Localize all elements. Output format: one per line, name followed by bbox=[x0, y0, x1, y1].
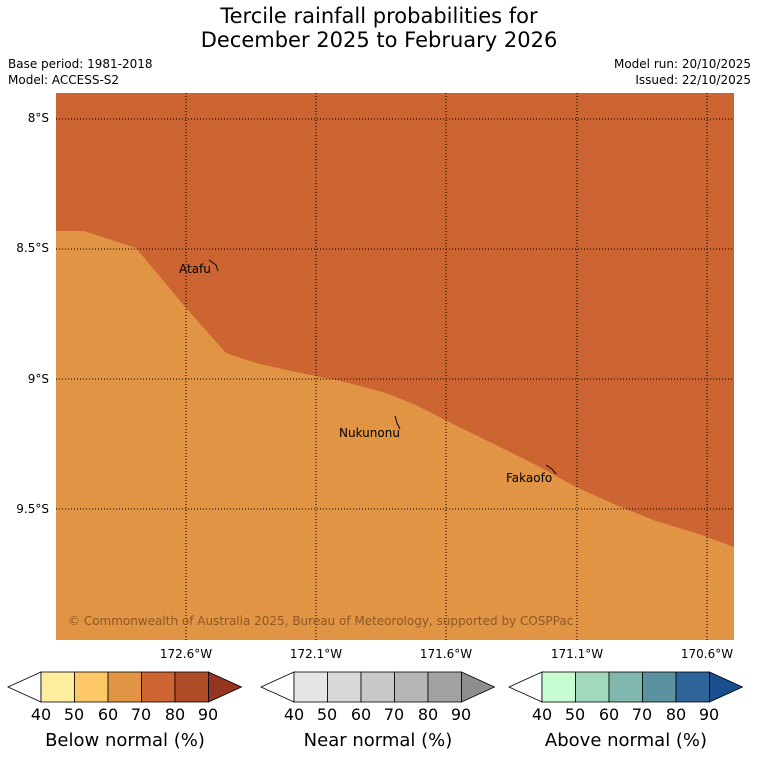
copyright-notice: © Commonwealth of Australia 2025, Bureau… bbox=[68, 614, 574, 628]
colorbar-segment bbox=[427, 671, 462, 703]
model-run: Model run: 20/10/2025 bbox=[613, 57, 751, 71]
cb-near-tick-90: 90 bbox=[450, 705, 472, 724]
nukunonu-outline bbox=[394, 415, 401, 430]
colorbar-segment bbox=[40, 671, 75, 703]
cb-below-tick-80: 80 bbox=[164, 705, 186, 724]
map-title: Tercile rainfall probabilities for Decem… bbox=[0, 4, 758, 52]
colorbar-segment bbox=[107, 671, 142, 703]
cb-near-tick-60: 60 bbox=[350, 705, 372, 724]
colorbar-extend-min bbox=[260, 671, 295, 703]
colorbar-above-normal bbox=[508, 671, 744, 703]
colorbar-segment bbox=[327, 671, 362, 703]
atafu-outline bbox=[208, 259, 219, 272]
colorbars-svg bbox=[7, 671, 744, 703]
cb-above-tick-40: 40 bbox=[531, 705, 553, 724]
colorbar-segment bbox=[541, 671, 576, 703]
meta-left: Base period: 1981-2018 Model: ACCESS-S2 bbox=[8, 56, 153, 88]
title-line-2: December 2025 to February 2026 bbox=[200, 28, 558, 52]
colorbar-segment bbox=[360, 671, 395, 703]
lon-label-172-1w: 172.1°W bbox=[289, 647, 343, 661]
colorbar-extend-min bbox=[508, 671, 543, 703]
colorbar-segment bbox=[141, 671, 176, 703]
cb-below-tick-70: 70 bbox=[130, 705, 152, 724]
place-fakaofo: Fakaofo bbox=[506, 471, 553, 485]
gridlines bbox=[56, 93, 734, 640]
region-below-60-70 bbox=[56, 231, 734, 640]
cb-above-tick-60: 60 bbox=[598, 705, 620, 724]
base-period: Base period: 1981-2018 bbox=[8, 57, 153, 71]
lat-label-9-5s: 9.5°S bbox=[16, 502, 49, 516]
cb-below-tick-60: 60 bbox=[97, 705, 119, 724]
issued-date: Issued: 22/10/2025 bbox=[635, 73, 751, 87]
colorbar-extend-max bbox=[208, 671, 243, 703]
cb-above-tick-90: 90 bbox=[698, 705, 720, 724]
model-name: Model: ACCESS-S2 bbox=[8, 73, 120, 87]
cb-below-title: Below normal (%) bbox=[45, 730, 205, 751]
lat-label-8-5s: 8.5°S bbox=[16, 241, 49, 255]
colorbar-segment bbox=[608, 671, 643, 703]
cb-below-tick-40: 40 bbox=[30, 705, 52, 724]
lon-label-171-6w: 171.6°W bbox=[419, 647, 473, 661]
title-line-1: Tercile rainfall probabilities for bbox=[220, 4, 538, 28]
colorbar-below-normal bbox=[7, 671, 243, 703]
meta-right: Model run: 20/10/2025 Issued: 22/10/2025 bbox=[614, 56, 751, 88]
cb-below-tick-90: 90 bbox=[197, 705, 219, 724]
lon-label-170-6w: 170.6°W bbox=[680, 647, 734, 661]
cb-near-tick-70: 70 bbox=[383, 705, 405, 724]
colorbar-segment bbox=[642, 671, 677, 703]
map-svg bbox=[56, 93, 734, 640]
colorbar-segment bbox=[74, 671, 109, 703]
colorbar-extend-max bbox=[709, 671, 744, 703]
lon-label-172-6w: 172.6°W bbox=[159, 647, 213, 661]
lat-label-9s: 9°S bbox=[27, 372, 49, 386]
cb-near-tick-40: 40 bbox=[283, 705, 305, 724]
cb-above-title: Above normal (%) bbox=[544, 730, 708, 751]
fakaofo-outline bbox=[545, 464, 557, 475]
colorbar-extend-min bbox=[7, 671, 42, 703]
cb-above-tick-50: 50 bbox=[564, 705, 586, 724]
colorbar-extend-max bbox=[461, 671, 496, 703]
cb-near-title: Near normal (%) bbox=[303, 730, 453, 751]
colorbar-segment bbox=[174, 671, 209, 703]
colorbar-near-normal bbox=[260, 671, 496, 703]
place-atafu: Atafu bbox=[179, 262, 211, 276]
lat-label-8s: 8°S bbox=[27, 111, 49, 125]
colorbar-segment bbox=[394, 671, 429, 703]
atoll-outlines bbox=[208, 259, 557, 475]
colorbar-segment bbox=[293, 671, 328, 703]
cb-below-tick-50: 50 bbox=[63, 705, 85, 724]
place-nukunonu: Nukunonu bbox=[339, 426, 400, 440]
lon-label-171-1w: 171.1°W bbox=[550, 647, 604, 661]
cb-above-tick-80: 80 bbox=[665, 705, 687, 724]
colorbar-segment bbox=[675, 671, 710, 703]
colorbar-segment bbox=[575, 671, 610, 703]
map-area bbox=[56, 93, 734, 640]
cb-near-tick-80: 80 bbox=[417, 705, 439, 724]
cb-above-tick-70: 70 bbox=[631, 705, 653, 724]
cb-near-tick-50: 50 bbox=[316, 705, 338, 724]
